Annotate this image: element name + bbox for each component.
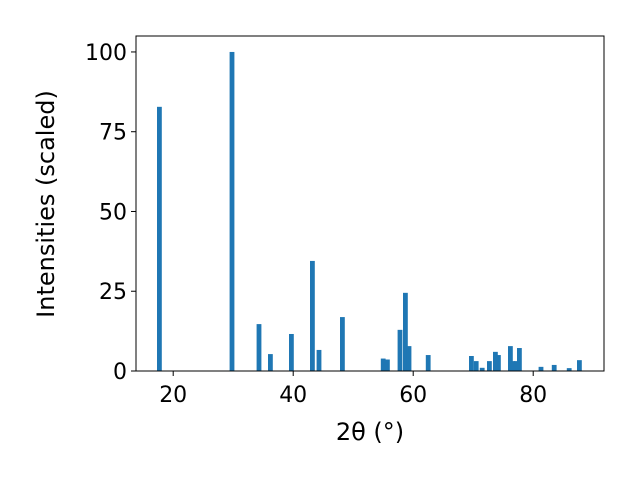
- x-tick-label: 40: [279, 383, 307, 408]
- bar: [380, 358, 386, 371]
- bar: [508, 346, 513, 371]
- bar: [316, 349, 322, 371]
- bar: [551, 364, 557, 371]
- y-axis-label: Intensities (scaled): [32, 90, 60, 318]
- bar: [510, 361, 516, 371]
- bar: [517, 348, 522, 371]
- bar: [566, 368, 572, 371]
- bar: [340, 317, 345, 371]
- bar: [256, 324, 262, 371]
- bar: [157, 106, 162, 371]
- bar: [487, 361, 492, 371]
- x-tick-label: 60: [399, 383, 427, 408]
- bar: [425, 355, 431, 371]
- bar: [514, 361, 519, 371]
- x-axis-label: 2θ (°): [336, 418, 404, 446]
- bar: [538, 366, 544, 371]
- y-tick-label: 0: [113, 360, 127, 385]
- bar: [289, 333, 294, 371]
- bar: [406, 346, 412, 371]
- y-tick-label: 75: [99, 121, 127, 146]
- bar: [577, 360, 582, 371]
- bar: [229, 51, 235, 371]
- x-tick-label: 80: [519, 383, 547, 408]
- y-tick-label: 50: [99, 200, 127, 225]
- bar: [493, 351, 498, 371]
- bar: [397, 329, 403, 371]
- bar: [385, 359, 390, 371]
- bar: [496, 355, 501, 371]
- y-tick-label: 100: [85, 41, 127, 66]
- bar: [268, 354, 273, 371]
- bar: [469, 356, 474, 371]
- bar: [403, 292, 408, 371]
- plot-frame: [135, 35, 605, 372]
- x-tick-label: 20: [159, 383, 187, 408]
- bar: [479, 367, 485, 371]
- bar: [310, 260, 315, 371]
- y-tick-label: 25: [99, 280, 127, 305]
- bar: [473, 361, 479, 371]
